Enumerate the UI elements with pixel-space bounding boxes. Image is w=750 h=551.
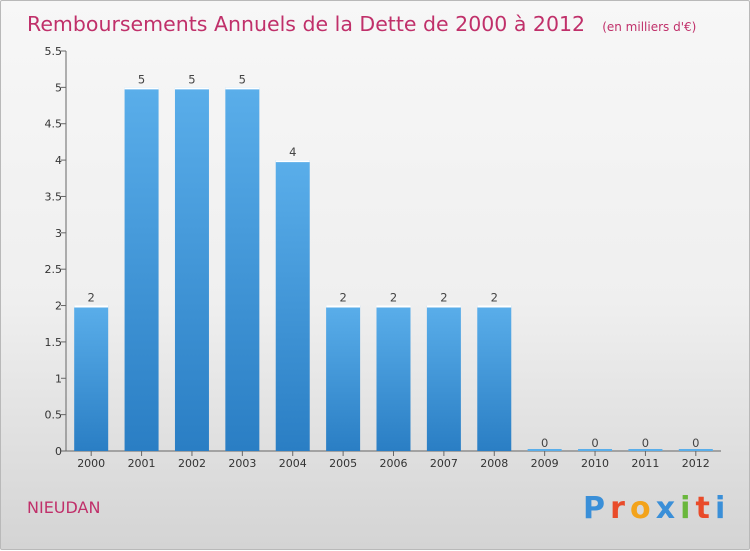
- x-tick-label: 2007: [430, 457, 458, 470]
- x-tick-label: 2005: [329, 457, 357, 470]
- y-tick-label: 0.5: [45, 409, 63, 422]
- bar-2003: [225, 87, 260, 451]
- data-label-2002: 5: [188, 72, 195, 86]
- y-tick-label: 2.5: [45, 263, 63, 276]
- x-tick-label: 2011: [631, 457, 659, 470]
- chart-title-text: Remboursements Annuels de la Dette de 20…: [27, 12, 585, 36]
- x-tick-label: 2012: [682, 457, 710, 470]
- chart-title: Remboursements Annuels de la Dette de 20…: [27, 12, 696, 36]
- y-tick-label: 5: [55, 81, 62, 94]
- y-tick-label: 2: [55, 300, 62, 313]
- bar-2001: [124, 87, 159, 451]
- bar-2007: [426, 305, 461, 451]
- y-tick-label: 4.5: [45, 118, 63, 131]
- y-tick-label: 5.5: [45, 45, 63, 58]
- data-label-2001: 5: [138, 72, 145, 86]
- data-label-2003: 5: [239, 72, 246, 86]
- data-labels: 2 5 5 5 4 2 2 2 2 0 0 0 0: [88, 72, 700, 450]
- data-label-2000: 2: [88, 291, 95, 305]
- y-tick-label: 3: [55, 227, 62, 240]
- bars: [74, 87, 713, 451]
- chart-unit: (en milliers d'€): [602, 20, 696, 34]
- logo-letter-3: o: [630, 491, 651, 526]
- data-label-2006: 2: [390, 291, 397, 305]
- x-axis: 2000 2001 2002 2003 2004 2005 2006 2007 2008 2009…: [66, 450, 721, 470]
- y-tick-label: 0: [55, 445, 62, 458]
- bar-2002: [174, 87, 209, 451]
- y-tick-label: 4: [55, 154, 62, 167]
- bar-2006: [376, 305, 411, 451]
- bar-2000: [74, 305, 109, 451]
- y-tick-label: 3.5: [45, 190, 63, 203]
- y-tick-label: 1.5: [45, 336, 63, 349]
- x-tick-label: 2010: [581, 457, 609, 470]
- x-tick-label: 2001: [128, 457, 156, 470]
- logo-letter-6: t: [696, 491, 710, 526]
- data-label-2010: 0: [591, 436, 598, 450]
- logo-letter-4: x: [656, 491, 675, 526]
- x-tick-label: 2003: [228, 457, 256, 470]
- bar-2008: [477, 305, 512, 451]
- logo-letter-5: i: [680, 491, 690, 526]
- data-label-2004: 4: [289, 145, 296, 159]
- x-tick-label: 2009: [531, 457, 559, 470]
- data-label-2012: 0: [692, 436, 699, 450]
- x-tick-label: 2000: [77, 457, 105, 470]
- data-label-2008: 2: [491, 291, 498, 305]
- y-tick-label: 1: [55, 372, 62, 385]
- logo-letter-2: r: [610, 491, 625, 526]
- data-label-2007: 2: [440, 291, 447, 305]
- x-tick-label: 2002: [178, 457, 206, 470]
- data-label-2005: 2: [339, 291, 346, 305]
- bar-2004: [275, 160, 310, 451]
- data-label-2011: 0: [642, 436, 649, 450]
- proxiti-logo: P r o x i t i: [583, 491, 725, 526]
- bar-2005: [326, 305, 361, 451]
- data-label-2009: 0: [541, 436, 548, 450]
- commune-name: NIEUDAN: [27, 498, 100, 517]
- logo-letter-7: i: [715, 491, 725, 526]
- x-tick-label: 2004: [279, 457, 307, 470]
- y-axis: 0 0.5 1 1.5 2 2.5 3 3.5 4 4.5 5 5.5: [45, 45, 67, 458]
- logo-letter-1: P: [583, 491, 605, 526]
- x-tick-label: 2006: [380, 457, 408, 470]
- x-tick-label: 2008: [480, 457, 508, 470]
